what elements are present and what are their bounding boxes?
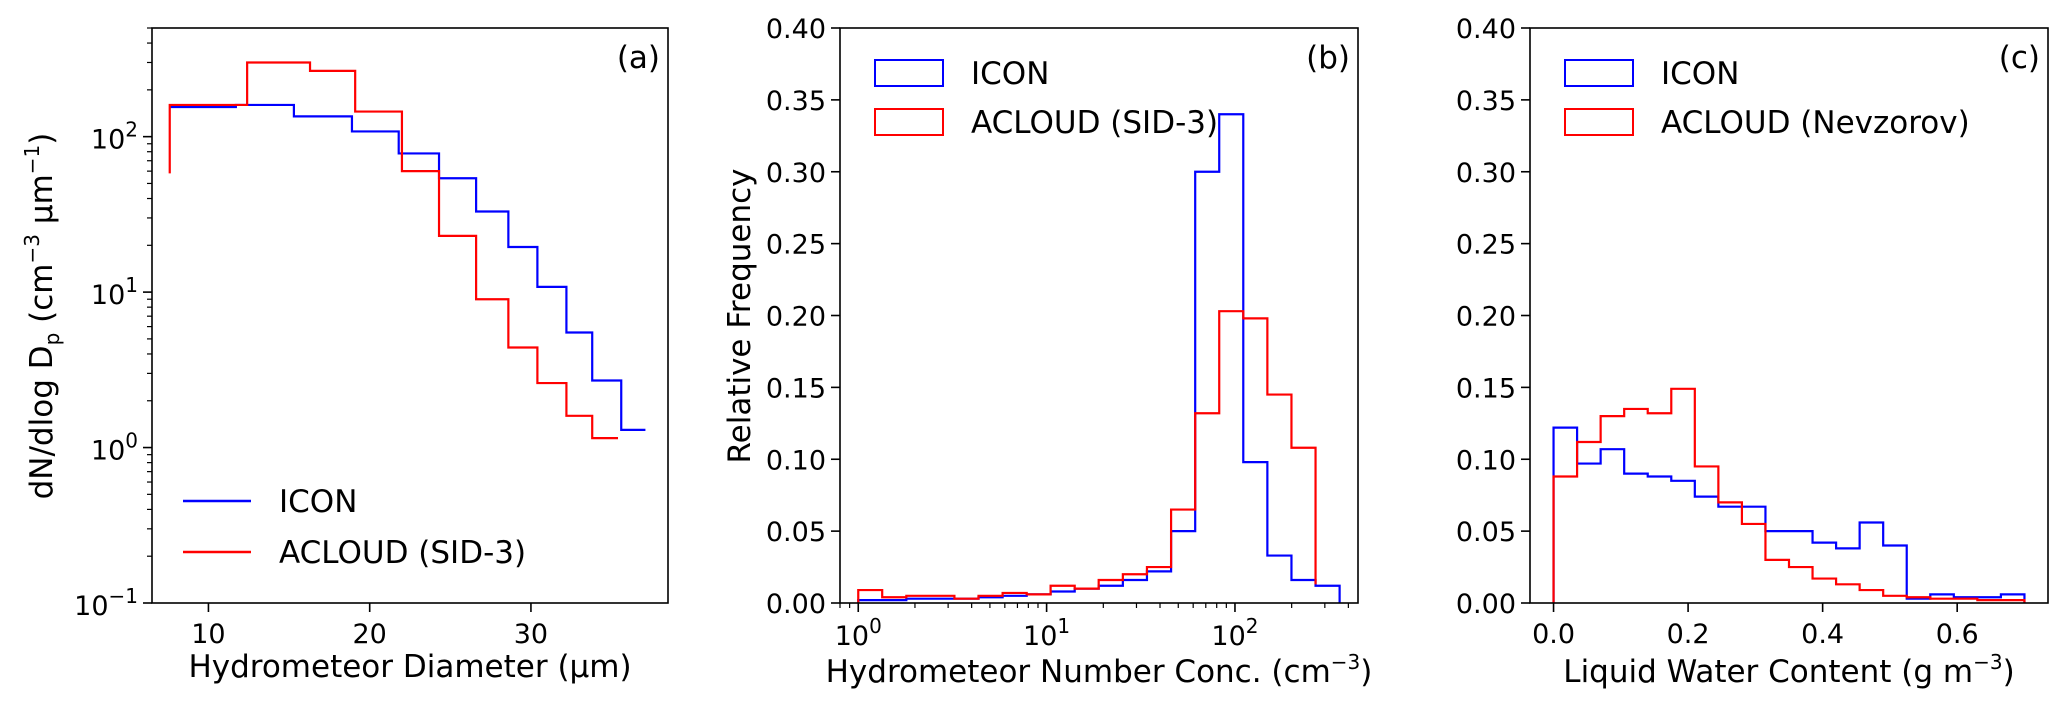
panel-1: 0.00 0.05 0.10 0.15 0.20 0.25 0.30 0.35 0.40 (b) xyxy=(766,14,1359,620)
y-tick-label: 10−1 xyxy=(74,584,138,622)
y-tick-label-exp: 2 xyxy=(125,118,138,142)
y-tick-label: 100 xyxy=(91,429,138,467)
series-icon-line xyxy=(169,103,646,431)
y-tick-label: 0.15 xyxy=(1456,373,1516,404)
x-tick-label: 100 xyxy=(835,614,882,652)
x-tick-label: 0.4 xyxy=(1801,619,1844,650)
y-tick-label: 0.20 xyxy=(1456,302,1516,333)
x-tick-label: 10 xyxy=(191,619,225,650)
panel-label: (a) xyxy=(617,40,660,76)
y-tick-label-base: 10 xyxy=(91,125,125,156)
legend-c-icon-label: ICON xyxy=(1661,56,1739,92)
y-axis-label-a: dN/dlog Dp (cm−3 μm−1) xyxy=(20,133,64,500)
y-tick-label: 0.25 xyxy=(1456,230,1516,261)
x-tick-label: 30 xyxy=(514,619,548,650)
y-tick-label: 0.30 xyxy=(766,158,826,189)
y-tick-label-exp: −1 xyxy=(109,584,138,608)
legend-c-icon-swatch xyxy=(1564,59,1634,87)
y-tick-label: 0.15 xyxy=(766,373,826,404)
axes-frame xyxy=(151,27,669,604)
x-axis-label-b: Hydrometeor Number Conc. (cm−3) xyxy=(826,650,1373,690)
y-tick-label-base: 10 xyxy=(91,436,125,467)
x-tick-label-base: 10 xyxy=(1023,621,1057,652)
y-tick-label: 0.10 xyxy=(766,445,826,476)
legend-c-acloud-swatch xyxy=(1564,108,1634,136)
y-axis-label-b: Relative Frequency xyxy=(722,168,758,463)
y-tick-label: 0.30 xyxy=(1456,158,1516,189)
series-acloud-sid-3--line xyxy=(168,61,619,440)
panel-2: 0.00 0.05 0.10 0.15 0.20 0.25 0.30 0.35 0.40 0.0 0… xyxy=(1456,14,2049,650)
legend-a-acloud-label: ACLOUD (SID-3) xyxy=(279,535,526,571)
y-tick-label-exp: 1 xyxy=(125,273,138,297)
y-tick-label: 0.05 xyxy=(1456,517,1516,548)
legend-c-acloud-label: ACLOUD (Nevzorov) xyxy=(1661,105,1970,141)
y-tick-label: 0.10 xyxy=(1456,445,1516,476)
x-tick-label: 0.6 xyxy=(1936,619,1979,650)
panel-label: (b) xyxy=(1306,40,1350,76)
x-tick-label: 0.0 xyxy=(1532,619,1575,650)
legend-b-acloud-label: ACLOUD (SID-3) xyxy=(971,105,1218,141)
x-tick-label-exp: 2 xyxy=(1246,614,1259,638)
y-tick-label: 0.20 xyxy=(766,302,826,333)
y-tick-label: 0.25 xyxy=(766,230,826,261)
x-tick-label: 102 xyxy=(1211,614,1258,652)
x-tick-label-exp: 1 xyxy=(1057,614,1070,638)
legend-b-icon-swatch xyxy=(874,59,944,87)
y-tick-label: 0.35 xyxy=(1456,86,1516,117)
y-tick-label: 102 xyxy=(91,118,138,156)
x-tick-label: 0.2 xyxy=(1667,619,1710,650)
x-axis-label-c: Liquid Water Content (g m−3) xyxy=(1563,650,2014,690)
legend-b-acloud-swatch xyxy=(874,108,944,136)
x-tick-label-exp: 0 xyxy=(869,614,882,638)
series-icon-line xyxy=(1552,426,2026,603)
y-tick-label-base: 10 xyxy=(91,280,125,311)
x-tick-label-base: 10 xyxy=(835,621,869,652)
y-tick-label: 0.35 xyxy=(766,86,826,117)
series-acloud-sid-3--line xyxy=(857,310,1317,603)
y-tick-label-base: 10 xyxy=(74,591,108,622)
panel-label: (c) xyxy=(1999,40,2040,76)
y-tick-label: 0.00 xyxy=(766,589,826,620)
legend-a-icon-label: ICON xyxy=(279,484,357,520)
legend-b-icon-label: ICON xyxy=(971,56,1049,92)
y-tick-label: 0.00 xyxy=(1456,589,1516,620)
y-tick-label: 101 xyxy=(91,273,138,311)
x-tick-label: 20 xyxy=(353,619,387,650)
y-tick-label-exp: 0 xyxy=(125,429,138,453)
series-acloud-nevzorov--line xyxy=(1552,387,2026,603)
x-tick-label-base: 10 xyxy=(1211,621,1245,652)
x-tick-label: 101 xyxy=(1023,614,1070,652)
y-tick-label: 0.05 xyxy=(766,517,826,548)
y-tick-label: 0.40 xyxy=(766,14,826,45)
x-axis-label-a: Hydrometeor Diameter (μm) xyxy=(188,649,631,685)
y-tick-label: 0.40 xyxy=(1456,14,1516,45)
panel-0: 10 20 30 (a) xyxy=(143,27,669,650)
